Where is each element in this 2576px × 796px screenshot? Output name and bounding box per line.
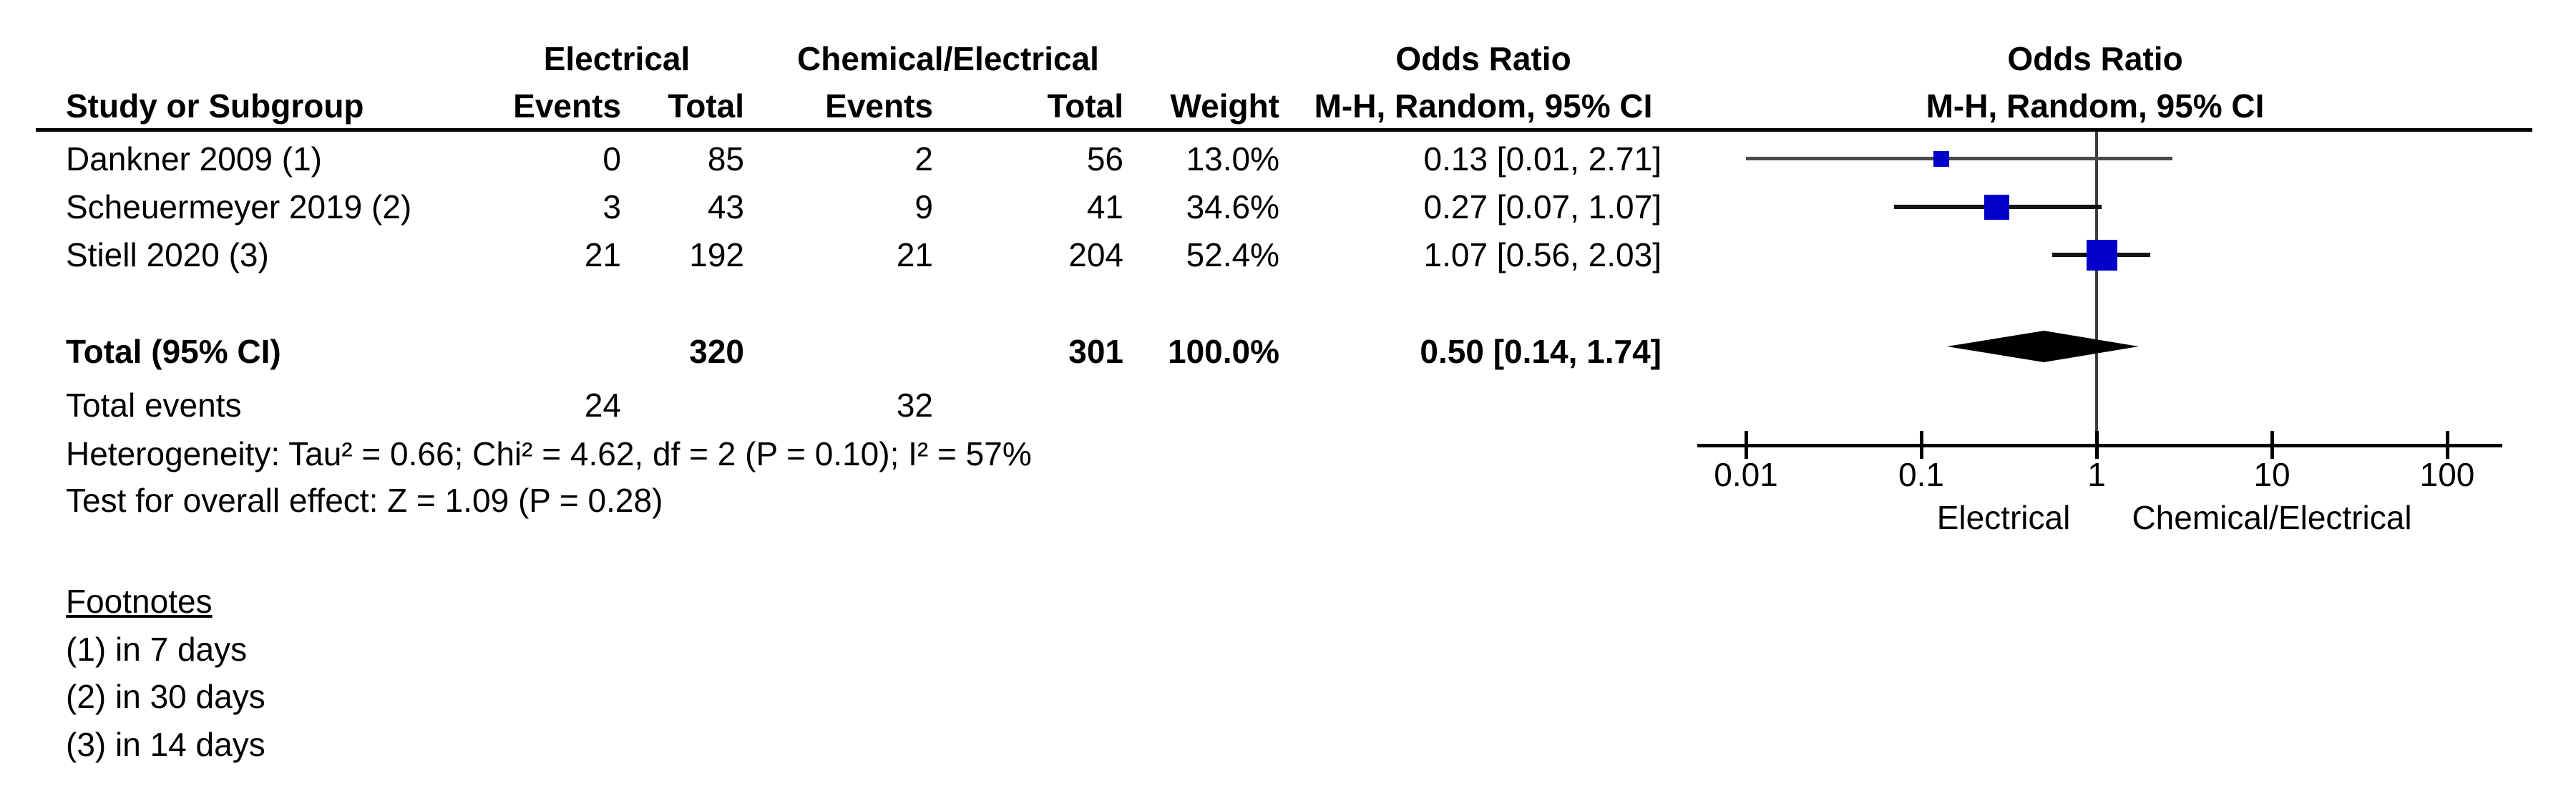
x-axis-tick (2270, 431, 2274, 459)
study-events2: 9 (914, 188, 933, 225)
x-axis-tick-label: 0.1 (1898, 456, 1944, 493)
x-axis-tick-label: 0.01 (1714, 456, 1778, 493)
x-axis-tick-label: 100 (2419, 456, 2475, 493)
study-total2: 56 (1086, 140, 1123, 178)
mh-ci-graph-header: M-H, Random, 95% CI (1926, 87, 2265, 125)
x-axis-tick (1745, 431, 1748, 459)
no-effect-line (2095, 132, 2098, 447)
study-events2: 21 (896, 236, 933, 273)
forest-square (1933, 151, 1949, 167)
study-total1: 85 (707, 140, 744, 178)
study-weight: 34.6% (1186, 188, 1279, 225)
x-axis-tick (1920, 431, 1923, 459)
study-events1: 3 (602, 188, 621, 225)
footnote-item: (2) in 30 days (66, 678, 265, 715)
weight-column-header: Weight (1170, 87, 1279, 125)
total-events-2: 32 (896, 387, 933, 424)
total-n1: 320 (689, 333, 744, 370)
total-events-1: 24 (584, 387, 621, 424)
forest-square (1984, 195, 2009, 220)
x-axis-tick-label: 1 (2087, 456, 2106, 493)
study-events1: 21 (584, 236, 621, 273)
footnote-item: (3) in 14 days (66, 726, 265, 763)
study-name: Scheuermeyer 2019 (2) (66, 188, 412, 225)
study-total1: 192 (689, 236, 744, 273)
events1-column-header: Events (513, 87, 621, 125)
total-or-ci: 0.50 [0.14, 1.74] (1420, 333, 1662, 370)
x-axis-tick (2446, 431, 2449, 459)
odds-ratio-text-title: Odds Ratio (1395, 40, 1571, 77)
total-label: Total (95% CI) (66, 333, 281, 370)
study-total2: 41 (1086, 188, 1123, 225)
total-n2: 301 (1068, 333, 1123, 370)
column-group-electrical: Electrical (543, 40, 691, 77)
column-group-chemical: Chemical/Electrical (797, 40, 1099, 77)
odds-ratio-graph-title: Odds Ratio (2007, 40, 2183, 77)
study-name: Dankner 2009 (1) (66, 140, 322, 178)
study-weight: 13.0% (1186, 140, 1279, 178)
footnote-item: (1) in 7 days (66, 631, 248, 668)
study-total1: 43 (707, 188, 744, 225)
study-weight: 52.4% (1186, 236, 1279, 273)
total-diamond (1946, 331, 2139, 362)
events2-column-header: Events (825, 87, 933, 125)
total-weight: 100.0% (1167, 333, 1279, 370)
study-column-header: Study or Subgroup (66, 87, 364, 125)
x-axis-tick (2095, 431, 2099, 459)
study-total2: 204 (1068, 236, 1123, 273)
forest-square (2087, 240, 2117, 271)
heterogeneity-text: Heterogeneity: Tau² = 0.66; Chi² = 4.62,… (66, 435, 1032, 472)
ci-line (1746, 157, 2173, 160)
favours-right-label: Chemical/Electrical (2132, 499, 2412, 536)
total2-column-header: Total (1047, 87, 1123, 125)
study-events2: 2 (914, 140, 933, 178)
header-rule (36, 128, 2532, 132)
study-name: Stiell 2020 (3) (66, 236, 269, 273)
x-axis-line (1697, 444, 2502, 447)
total1-column-header: Total (668, 87, 744, 125)
study-or-ci: 0.27 [0.07, 1.07] (1423, 188, 1662, 225)
x-axis-tick-label: 10 (2253, 456, 2290, 493)
study-or-ci: 0.13 [0.01, 2.71] (1423, 140, 1662, 178)
footnotes-title: Footnotes (66, 583, 213, 620)
mh-ci-text-header: M-H, Random, 95% CI (1314, 87, 1653, 125)
overall-effect-text: Test for overall effect: Z = 1.09 (P = 0… (66, 482, 663, 519)
study-or-ci: 1.07 [0.56, 2.03] (1423, 236, 1662, 273)
favours-left-label: Electrical (1936, 499, 2071, 536)
study-events1: 0 (602, 140, 621, 178)
total-events-label: Total events (66, 387, 242, 424)
